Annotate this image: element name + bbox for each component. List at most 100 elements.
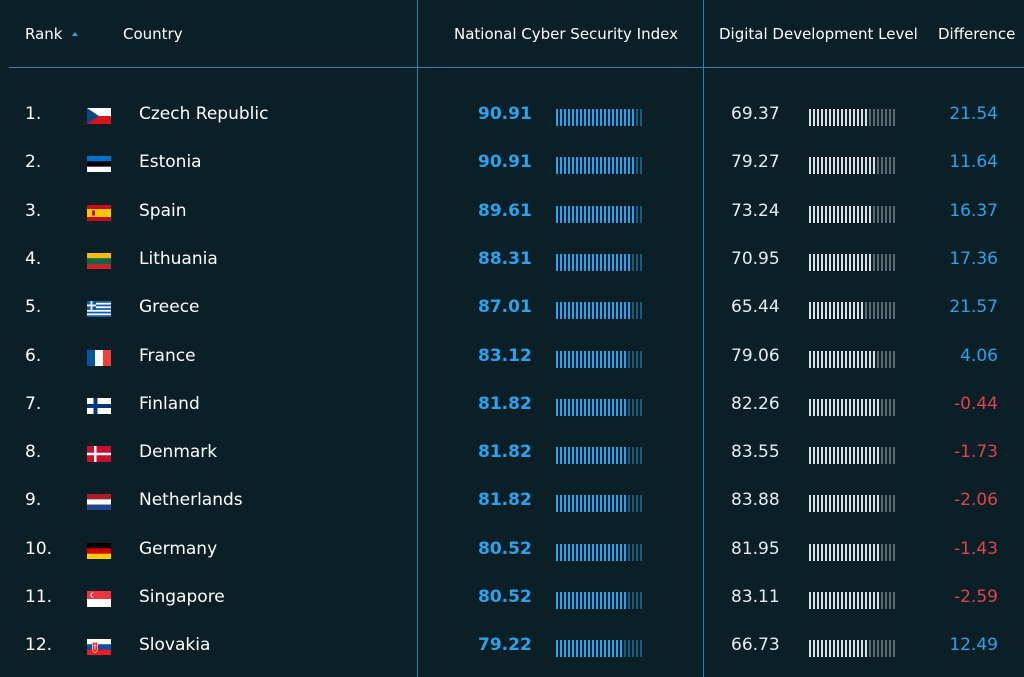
- country-name[interactable]: Singapore: [139, 587, 225, 607]
- rank-header[interactable]: Rank: [25, 25, 63, 43]
- ddl-value: 70.95: [731, 248, 780, 269]
- score-bar: [556, 495, 644, 513]
- flag-estonia-icon: [87, 156, 111, 173]
- score-bar: [809, 253, 897, 271]
- rank-cell: 1.: [25, 104, 42, 124]
- score-bar: [556, 157, 644, 175]
- nsci-value: 81.82: [478, 442, 532, 463]
- table-row[interactable]: 6. France 83.12 79.06 4.06: [0, 334, 1024, 382]
- difference-value: -1.43: [954, 538, 998, 559]
- rank-cell: 6.: [25, 345, 42, 366]
- country-name[interactable]: France: [139, 345, 196, 366]
- score-bar: [809, 447, 897, 465]
- country-name[interactable]: Greece: [139, 297, 200, 318]
- nsci-value: 80.52: [478, 538, 532, 559]
- ddl-value: 79.27: [731, 152, 780, 173]
- country-header[interactable]: Country: [123, 25, 183, 43]
- ddl-header[interactable]: Digital Development Level: [719, 25, 918, 43]
- score-bar: [809, 205, 897, 223]
- table-row[interactable]: 11. Singapore 80.52 83.11 -2.59: [0, 575, 1024, 623]
- ddl-value: 83.11: [731, 587, 780, 607]
- ddl-value: 83.55: [731, 442, 780, 463]
- rank-cell: 12.: [25, 635, 53, 656]
- country-name[interactable]: Netherlands: [139, 490, 243, 511]
- flag-netherlands-icon: [87, 494, 111, 511]
- table-row[interactable]: 9. Netherlands 81.82 83.88 -2.06: [0, 478, 1024, 526]
- country-name[interactable]: Lithuania: [139, 248, 218, 269]
- difference-value: -2.59: [954, 587, 998, 607]
- rank-cell: 9.: [25, 490, 42, 511]
- table-row[interactable]: 5. Greece 87.01 65.44 21.57: [0, 285, 1024, 333]
- score-bar: [556, 350, 644, 368]
- nsci-value: 89.61: [478, 200, 532, 221]
- ddl-value: 81.95: [731, 538, 780, 559]
- nsci-value: 88.31: [478, 248, 532, 269]
- flag-spain-icon: [87, 204, 111, 221]
- difference-value: 4.06: [960, 345, 998, 366]
- table-row[interactable]: 2. Estonia 90.91 79.27 11.64: [0, 140, 1024, 188]
- rank-cell: 11.: [25, 587, 53, 607]
- ddl-value: 79.06: [731, 345, 780, 366]
- rank-cell: 5.: [25, 297, 42, 318]
- ddl-value: 69.37: [731, 104, 780, 124]
- country-name[interactable]: Slovakia: [139, 635, 211, 656]
- score-bar: [556, 253, 644, 271]
- ddl-value: 82.26: [731, 393, 780, 414]
- nsci-value: 87.01: [478, 297, 532, 318]
- country-name[interactable]: Czech Republic: [139, 104, 269, 124]
- difference-value: -0.44: [954, 393, 998, 414]
- flag-greece-icon: [87, 301, 111, 318]
- score-bar: [556, 205, 644, 223]
- nsci-value: 90.91: [478, 152, 532, 173]
- ddl-value: 65.44: [731, 297, 780, 318]
- country-name[interactable]: Germany: [139, 538, 218, 559]
- table-row[interactable]: 12. Slovakia 79.22 66.73 12.49: [0, 623, 1024, 671]
- flag-czech-republic-icon: [87, 108, 111, 124]
- header-divider: [9, 67, 1024, 68]
- score-bar: [809, 543, 897, 561]
- flag-denmark-icon: [87, 446, 111, 463]
- score-bar: [556, 109, 644, 126]
- rank-cell: 8.: [25, 442, 42, 463]
- table-row[interactable]: 4. Lithuania 88.31 70.95 17.36: [0, 237, 1024, 285]
- flag-slovakia-icon: [87, 639, 111, 656]
- flag-finland-icon: [87, 397, 111, 414]
- table-row[interactable]: 3. Spain 89.61 73.24 16.37: [0, 189, 1024, 237]
- rank-cell: 10.: [25, 538, 53, 559]
- column-divider: [703, 0, 704, 677]
- nsci-value: 81.82: [478, 490, 532, 511]
- score-bar: [556, 398, 644, 416]
- nsci-header[interactable]: National Cyber Security Index: [454, 25, 678, 43]
- column-divider: [417, 0, 418, 677]
- rank-cell: 7.: [25, 393, 42, 414]
- table-header: Rank Country National Cyber Security Ind…: [0, 0, 1024, 68]
- difference-value: -2.06: [954, 490, 998, 511]
- table-row[interactable]: 7. Finland 81.82 82.26 -0.44: [0, 382, 1024, 430]
- nsci-value: 81.82: [478, 393, 532, 414]
- difference-header[interactable]: Difference: [938, 25, 1016, 43]
- table-row[interactable]: 8. Denmark 81.82 83.55 -1.73: [0, 430, 1024, 478]
- sort-ascending-icon[interactable]: [72, 32, 78, 36]
- difference-value: 21.54: [949, 104, 998, 124]
- score-bar: [809, 157, 897, 175]
- flag-lithuania-icon: [87, 252, 111, 269]
- score-bar: [809, 495, 897, 513]
- score-bar: [556, 302, 644, 320]
- rank-cell: 2.: [25, 152, 42, 173]
- score-bar: [809, 302, 897, 320]
- country-name[interactable]: Spain: [139, 200, 187, 221]
- difference-value: 16.37: [949, 200, 998, 221]
- country-name[interactable]: Finland: [139, 393, 200, 414]
- country-name[interactable]: Denmark: [139, 442, 218, 463]
- table-row[interactable]: 10. Germany 80.52 81.95 -1.43: [0, 527, 1024, 575]
- ddl-value: 73.24: [731, 200, 780, 221]
- country-name[interactable]: Estonia: [139, 152, 202, 173]
- rank-cell: 4.: [25, 248, 42, 269]
- table-row[interactable]: 1. Czech Republic 90.91 69.37 21.54: [0, 92, 1024, 140]
- nsci-value: 90.91: [478, 104, 532, 124]
- score-bar: [556, 543, 644, 561]
- rank-cell: 3.: [25, 200, 42, 221]
- difference-value: 21.57: [949, 297, 998, 318]
- ddl-value: 66.73: [731, 635, 780, 656]
- score-bar: [809, 640, 897, 658]
